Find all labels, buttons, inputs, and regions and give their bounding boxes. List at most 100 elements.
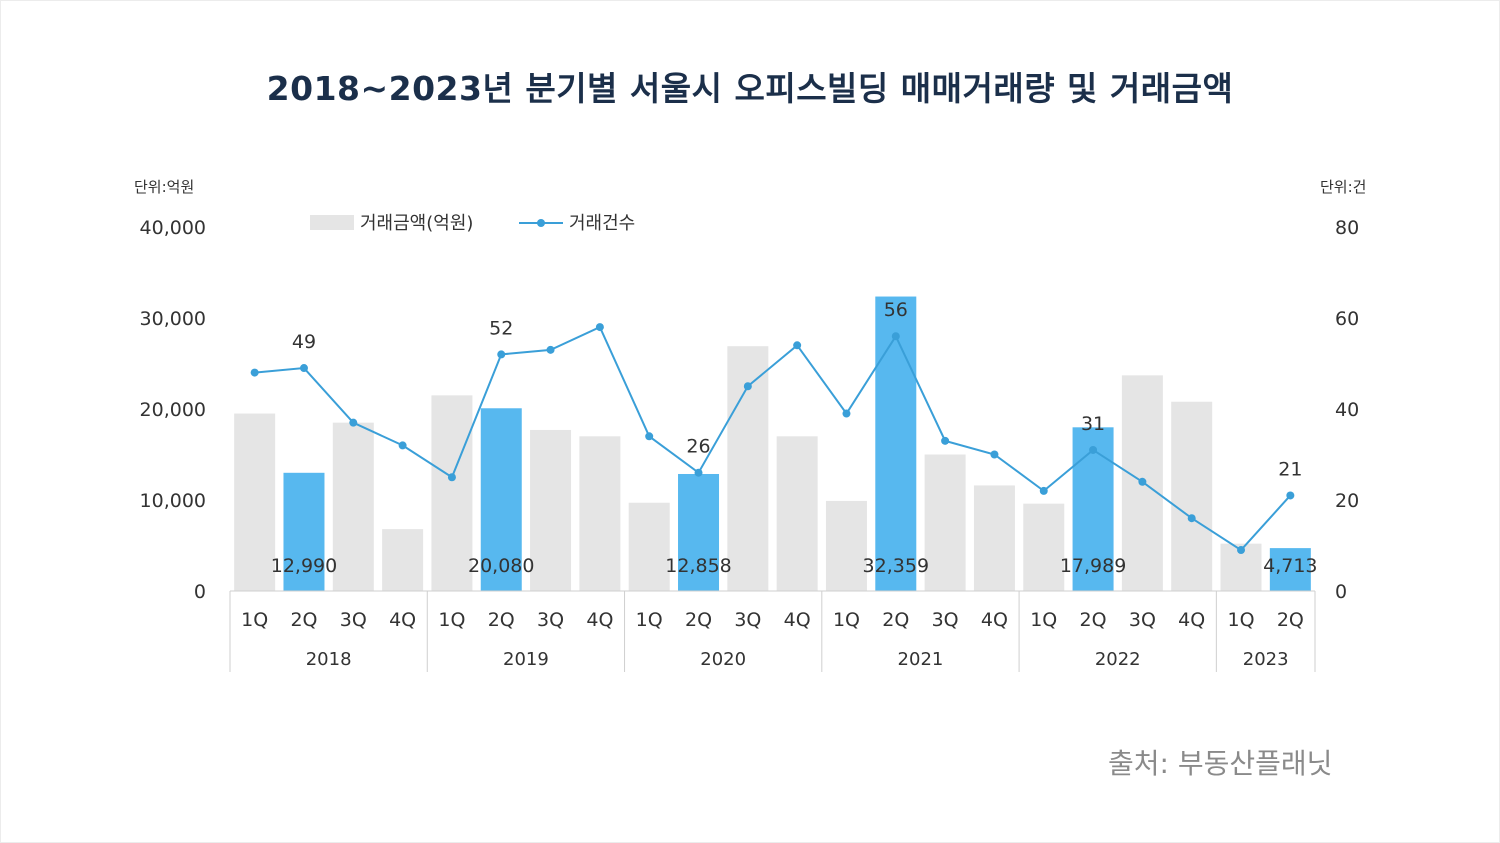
count-point <box>447 473 456 482</box>
line-data-label: 49 <box>292 331 316 353</box>
quarter-label: 1Q <box>833 609 860 631</box>
bar-highlight <box>1269 548 1311 591</box>
quarter-label: 4Q <box>1178 609 1205 631</box>
right-axis-tick: 40 <box>1335 399 1359 421</box>
quarter-label: 2Q <box>1277 609 1304 631</box>
bar <box>1171 401 1213 591</box>
bar-data-label: 12,858 <box>665 555 731 577</box>
bar <box>1023 503 1065 591</box>
count-point <box>1286 491 1295 500</box>
bar <box>628 502 670 591</box>
quarter-label: 3Q <box>734 609 761 631</box>
quarter-label: 3Q <box>932 609 959 631</box>
quarter-label: 4Q <box>981 609 1008 631</box>
bar-highlight <box>678 473 720 591</box>
year-label: 2023 <box>1243 649 1289 670</box>
legend-line-marker <box>537 219 545 227</box>
quarter-label: 3Q <box>537 609 564 631</box>
year-label: 2022 <box>1095 649 1141 670</box>
year-label: 2018 <box>306 649 352 670</box>
line-data-label: 52 <box>489 317 513 339</box>
bar-highlight <box>875 296 917 591</box>
quarter-label: 2Q <box>290 609 317 631</box>
quarter-label: 3Q <box>340 609 367 631</box>
count-point <box>842 409 851 418</box>
bar <box>973 485 1015 591</box>
year-label: 2021 <box>898 649 944 670</box>
quarter-label: 1Q <box>1227 609 1254 631</box>
right-axis-tick: 60 <box>1335 308 1359 330</box>
quarter-label: 1Q <box>241 609 268 631</box>
quarter-label: 2Q <box>488 609 515 631</box>
count-point <box>349 418 358 427</box>
bar <box>234 413 276 591</box>
bar-highlight <box>480 408 522 591</box>
legend-bar-label: 거래금액(억원) <box>360 213 473 234</box>
count-point <box>299 364 308 373</box>
left-axis-tick: 20,000 <box>140 399 206 421</box>
bar-data-label: 32,359 <box>863 555 929 577</box>
count-point <box>398 441 407 450</box>
count-point <box>1187 514 1196 523</box>
count-point <box>497 350 506 359</box>
legend-bar-swatch <box>310 215 354 230</box>
bar <box>825 500 867 591</box>
bar <box>530 429 572 591</box>
bar-highlight <box>1072 427 1114 591</box>
bar <box>332 422 374 591</box>
right-axis-tick: 20 <box>1335 490 1359 512</box>
count-point <box>1089 445 1098 454</box>
bar-data-label: 12,990 <box>271 555 337 577</box>
count-point <box>595 323 604 332</box>
bar-data-label: 17,989 <box>1060 555 1126 577</box>
bar <box>776 436 818 591</box>
count-point <box>793 341 802 350</box>
left-axis-unit: 단위:억원 <box>134 178 195 196</box>
bar-highlight <box>283 472 325 591</box>
left-axis-tick: 40,000 <box>140 217 206 239</box>
quarter-label: 2Q <box>882 609 909 631</box>
bar <box>382 529 424 591</box>
count-point <box>250 368 259 377</box>
left-axis-tick: 30,000 <box>140 308 206 330</box>
legend-line-label: 거래건수 <box>569 213 635 234</box>
count-point <box>941 436 950 445</box>
count-point <box>990 450 999 459</box>
line-data-label: 21 <box>1278 458 1302 480</box>
quarter-label: 3Q <box>1129 609 1156 631</box>
bar-data-label: 20,080 <box>468 555 534 577</box>
right-axis-tick: 0 <box>1335 581 1347 603</box>
count-point <box>694 468 703 477</box>
quarter-label: 2Q <box>685 609 712 631</box>
count-point <box>546 345 555 354</box>
bar <box>431 395 473 591</box>
quarter-label: 1Q <box>1030 609 1057 631</box>
bar-data-label: 4,713 <box>1263 555 1317 577</box>
quarter-label: 1Q <box>438 609 465 631</box>
count-point <box>1237 546 1246 555</box>
line-data-label: 56 <box>884 299 908 321</box>
year-label: 2020 <box>700 649 746 670</box>
right-axis-tick: 80 <box>1335 217 1359 239</box>
source-note: 출처: 부동산플래닛 <box>1108 747 1333 780</box>
bar <box>579 436 621 591</box>
quarter-label: 4Q <box>784 609 811 631</box>
count-point <box>891 332 900 341</box>
right-axis-unit: 단위:건 <box>1320 178 1367 196</box>
quarter-label: 1Q <box>636 609 663 631</box>
count-point <box>1138 477 1147 486</box>
year-label: 2019 <box>503 649 549 670</box>
quarter-label: 4Q <box>586 609 613 631</box>
count-point <box>743 382 752 391</box>
line-data-label: 31 <box>1081 413 1105 435</box>
count-line <box>254 325 1292 552</box>
count-point <box>645 432 654 441</box>
count-point <box>1039 486 1048 495</box>
line-data-label: 26 <box>686 436 710 458</box>
left-axis-tick: 10,000 <box>140 490 206 512</box>
bar <box>924 454 966 591</box>
left-axis-tick: 0 <box>194 581 206 603</box>
quarter-label: 4Q <box>389 609 416 631</box>
quarter-label: 2Q <box>1080 609 1107 631</box>
